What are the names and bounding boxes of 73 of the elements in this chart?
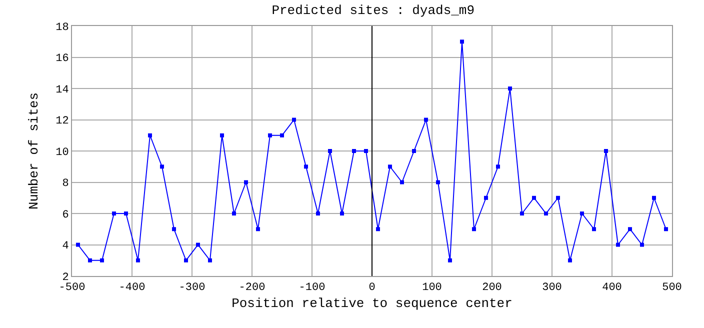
point <box>664 227 668 232</box>
point <box>100 258 104 262</box>
point <box>304 164 308 169</box>
point <box>448 258 452 262</box>
point <box>376 227 380 232</box>
point <box>340 212 344 216</box>
point <box>160 164 164 169</box>
x-tick-label: -500 <box>58 282 86 294</box>
point <box>604 149 608 153</box>
point <box>520 212 524 216</box>
y-tick-label: 14 <box>56 84 70 96</box>
y-tick-label: 6 <box>62 209 69 222</box>
point <box>496 164 500 169</box>
point <box>208 258 212 262</box>
x-tick-label: 200 <box>482 282 502 294</box>
point <box>244 180 248 184</box>
y-tick-label: 12 <box>56 116 69 128</box>
point <box>484 196 488 200</box>
point <box>172 227 176 232</box>
point <box>388 164 392 169</box>
x-tick-label: -200 <box>238 282 266 294</box>
point <box>640 242 644 247</box>
point <box>88 258 92 262</box>
x-axis-title: Position relative to sequence center <box>232 296 512 311</box>
point <box>568 258 572 262</box>
x-tick-label: 0 <box>368 282 376 294</box>
point <box>616 242 620 247</box>
point <box>556 196 560 200</box>
point <box>628 227 632 232</box>
point <box>400 180 404 184</box>
point <box>268 133 272 138</box>
point <box>220 133 224 138</box>
x-tick-label: 500 <box>662 282 682 294</box>
point <box>148 133 152 138</box>
point <box>124 212 128 216</box>
y-tick-label: 18 <box>56 22 69 34</box>
point <box>580 212 584 216</box>
point <box>652 196 656 200</box>
point <box>184 258 188 262</box>
y-tick-label: 4 <box>62 240 70 253</box>
point <box>472 227 476 232</box>
point <box>136 258 140 262</box>
point <box>232 212 236 216</box>
y-tick-label: 16 <box>56 53 69 66</box>
x-tick-label: -400 <box>118 282 146 294</box>
y-tick-label: 10 <box>56 146 69 159</box>
point <box>412 149 416 153</box>
point <box>424 118 428 122</box>
point <box>76 242 80 247</box>
point <box>328 149 332 153</box>
point <box>196 242 200 247</box>
x-tick-label: 100 <box>422 282 442 294</box>
x-tick-label: -100 <box>298 282 326 294</box>
point <box>508 86 512 90</box>
point <box>592 227 596 232</box>
point <box>436 180 440 184</box>
point <box>532 196 536 200</box>
point <box>256 227 260 232</box>
y-tick-label: 2 <box>62 272 69 284</box>
y-axis-title: Number of sites <box>26 92 42 210</box>
x-tick-label: 300 <box>542 282 562 294</box>
point <box>112 212 116 216</box>
point <box>544 212 548 216</box>
point <box>364 149 368 153</box>
x-tick-label: 400 <box>602 282 622 294</box>
y-tick-label: 8 <box>62 178 69 190</box>
chart-title: Predicted sites : dyads_m9 <box>272 3 475 18</box>
point <box>316 212 320 216</box>
point <box>280 133 284 138</box>
x-tick-label: -300 <box>178 282 206 294</box>
point <box>460 40 464 44</box>
point <box>292 118 296 122</box>
point <box>352 149 356 153</box>
